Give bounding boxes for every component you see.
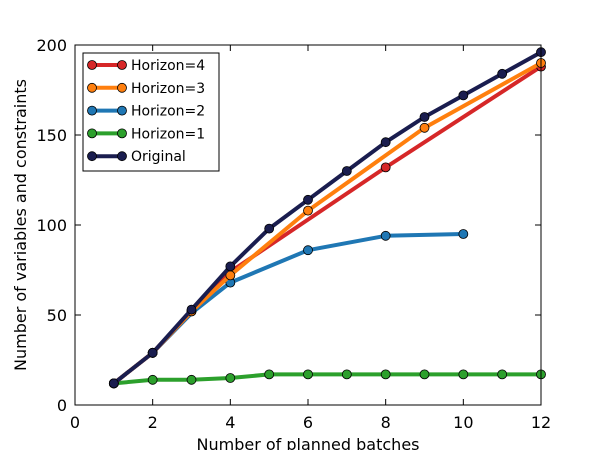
data-point — [458, 90, 469, 101]
y-axis-label: Number of variables and constraints — [11, 79, 30, 371]
data-point — [458, 229, 469, 239]
legend-label: Original — [131, 149, 186, 165]
data-point — [341, 166, 352, 176]
data-point — [380, 137, 391, 148]
data-point — [186, 304, 197, 315]
legend-swatch-marker — [117, 60, 127, 70]
legend-swatch-marker — [87, 82, 97, 93]
y-tick-label: 200 — [36, 36, 67, 55]
data-point — [380, 162, 391, 173]
data-point — [225, 261, 236, 272]
series-original — [108, 47, 546, 389]
data-point — [264, 369, 275, 380]
data-point — [380, 369, 391, 380]
data-point — [264, 223, 275, 234]
legend-swatch-marker — [87, 128, 97, 139]
y-tick-label: 50 — [47, 306, 67, 325]
data-point — [303, 369, 313, 380]
legend-swatch-marker — [117, 128, 127, 139]
data-point — [303, 205, 313, 216]
series-layer — [108, 47, 546, 389]
data-point — [147, 347, 158, 358]
y-tick-label: 150 — [36, 126, 67, 145]
data-point — [303, 245, 313, 256]
legend-item: Horizon=2 — [87, 104, 205, 120]
data-point — [419, 122, 430, 133]
y-tick-label: 100 — [36, 216, 67, 235]
legend-swatch-marker — [87, 151, 97, 162]
legend-label: Horizon=4 — [131, 58, 205, 74]
series-line — [111, 232, 466, 386]
legend-swatch-marker — [87, 105, 97, 116]
data-point — [186, 374, 197, 385]
legend-label: Horizon=2 — [131, 104, 205, 120]
legend-item: Original — [87, 149, 186, 165]
data-point — [147, 374, 158, 385]
legend-item: Horizon=3 — [87, 81, 205, 97]
x-tick-label: 10 — [453, 413, 473, 432]
x-tick-label: 2 — [148, 413, 158, 432]
legend-swatch-marker — [117, 82, 127, 93]
x-tick-label: 0 — [70, 413, 80, 432]
x-tick-label: 4 — [225, 413, 235, 432]
legend-swatch-marker — [87, 60, 97, 70]
legend-label: Horizon=1 — [131, 126, 205, 142]
x-tick-label: 6 — [303, 413, 313, 432]
legend-item: Horizon=1 — [87, 126, 205, 142]
legend: Horizon=4 Horizon=3 Horizon=2 Horizon=1 Orig… — [82, 52, 220, 172]
data-point — [225, 373, 236, 383]
data-point — [380, 230, 391, 241]
data-point — [497, 369, 508, 380]
data-point — [458, 369, 469, 380]
legend-item: Horizon=4 — [87, 58, 205, 74]
series-line — [111, 50, 543, 386]
series-horizon-2 — [108, 229, 469, 389]
data-point — [419, 369, 430, 380]
series-line — [111, 372, 543, 386]
series-horizon-1 — [108, 369, 546, 389]
legend-label: Horizon=3 — [131, 81, 205, 97]
data-point — [497, 68, 508, 79]
data-point — [419, 112, 430, 122]
x-axis-label: Number of planned batches — [197, 435, 420, 450]
legend-swatch-marker — [117, 105, 127, 116]
x-tick-label: 12 — [531, 413, 551, 432]
ticks-layer: 0 2 4 6 8 10 12 0 50 100 150 200 — [36, 36, 551, 432]
x-tick-label: 8 — [381, 413, 391, 432]
legend-box — [82, 52, 220, 172]
legend-swatch-marker — [117, 151, 127, 162]
data-point — [303, 194, 313, 205]
y-tick-label: 0 — [57, 396, 67, 415]
data-point — [108, 378, 119, 389]
data-point — [341, 369, 352, 380]
